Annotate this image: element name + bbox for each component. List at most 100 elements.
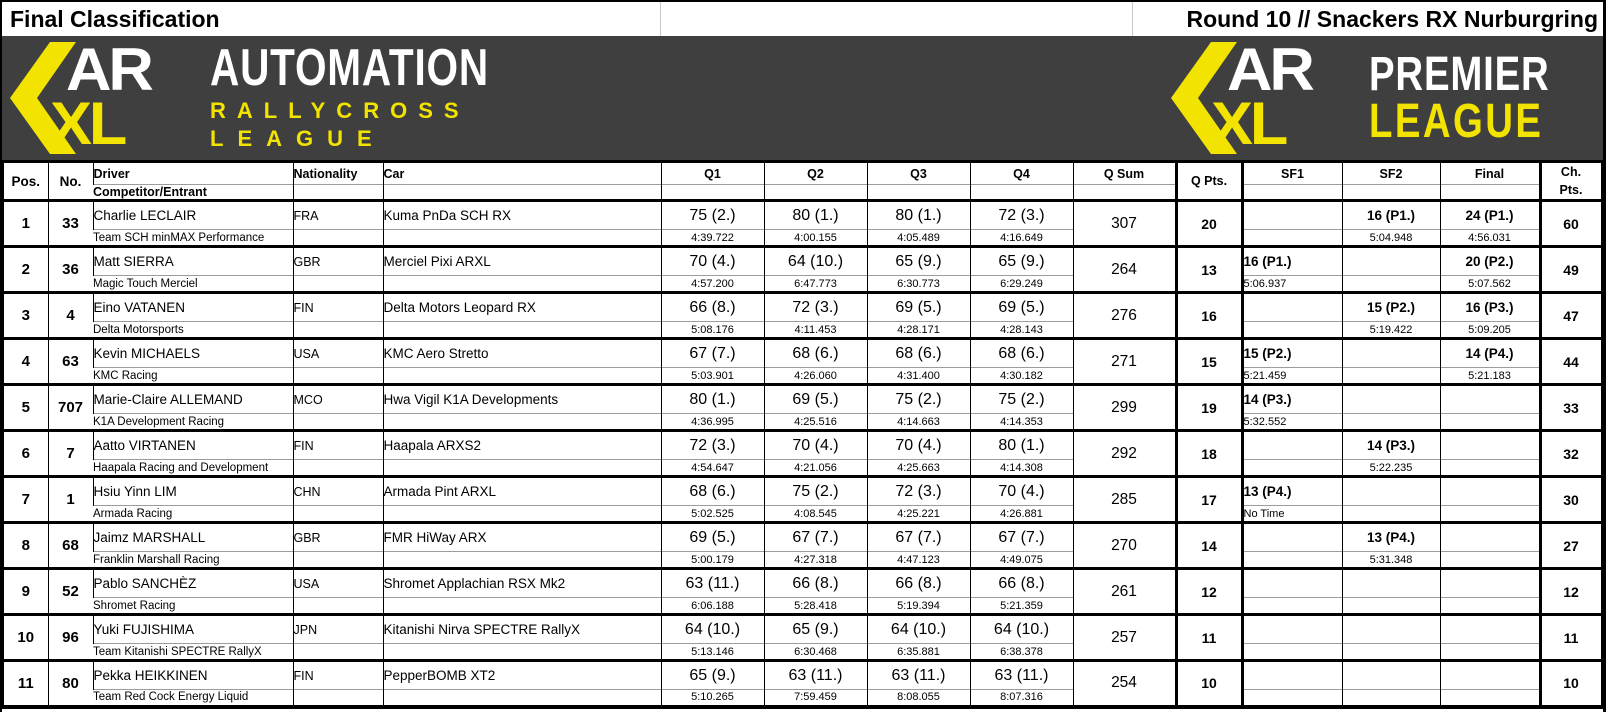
title-cell-divider	[1132, 2, 1133, 36]
q3-score-cell: 80 (1.)	[866, 199, 970, 230]
q3-score-cell: 64 (10.)	[866, 613, 970, 644]
empty-cell	[292, 367, 383, 385]
logo-letters-ar: AR	[66, 36, 154, 103]
q3-score-cell: 72 (3.)	[866, 475, 970, 506]
q4-score-cell: 75 (2.)	[969, 383, 1073, 414]
position-cell: 10	[3, 613, 48, 661]
q3-time-cell: 8:08.055	[866, 689, 970, 707]
wordmark-premier: PREMIER	[1369, 48, 1550, 101]
car-cell: KMC Aero Stretto	[382, 337, 661, 368]
qsum-cell: 270	[1072, 521, 1176, 569]
sf2-score-cell	[1341, 613, 1440, 644]
sf1-score-cell: 14 (P3.)	[1240, 383, 1342, 414]
qpts-cell: 16	[1174, 291, 1242, 339]
entrant-cell: Team Kitanishi SPECTRE RallyX	[93, 643, 293, 661]
sf2-time-cell	[1341, 275, 1440, 293]
col-header-entrant: Competitor/Entrant	[93, 184, 293, 201]
driver-name-cell: Pekka HEIKKINEN	[92, 659, 293, 690]
qsum-cell: 299	[1072, 383, 1176, 431]
championship-points-cell: 49	[1538, 245, 1602, 293]
q1-time-cell: 5:00.179	[660, 551, 764, 569]
position-cell: 7	[3, 475, 48, 523]
q2-score-cell: 70 (4.)	[763, 429, 867, 460]
championship-points-cell: 30	[1538, 475, 1602, 523]
entrant-cell: Haapala Racing and Development	[93, 459, 293, 477]
q1-time-cell: 5:02.525	[660, 505, 764, 523]
championship-points-cell: 10	[1538, 659, 1602, 707]
q1-score-cell: 63 (11.)	[660, 567, 764, 598]
q3-time-cell: 4:14.663	[866, 413, 970, 431]
header-empty-cell	[660, 184, 764, 201]
car-cell: Hwa Vigil K1A Developments	[382, 383, 661, 414]
driver-row: 7 1 Hsiu Yinn LIM CHN Armada Pint ARXL 68 (6.…	[3, 475, 1602, 523]
round-title: Round 10 // Snackers RX Nurburgring	[1186, 5, 1598, 32]
driver-subrow: Team SCH minMAX Performance 4:39.722 4:00.…	[3, 229, 1602, 247]
col-header-qpts: Q Pts.	[1174, 161, 1242, 201]
empty-cell	[292, 229, 383, 247]
qpts-cell: 15	[1174, 337, 1242, 385]
qsum-cell: 307	[1072, 199, 1176, 247]
q2-time-cell: 4:11.453	[763, 321, 867, 339]
car-number-cell: 68	[47, 521, 93, 569]
page-title: Final Classification	[10, 5, 220, 32]
sf1-score-cell	[1240, 613, 1342, 644]
final-time-cell	[1439, 597, 1540, 615]
position-cell: 3	[3, 291, 48, 339]
col-header-chpts-line2: Pts.	[1559, 183, 1583, 197]
q2-time-cell: 4:25.516	[763, 413, 867, 431]
car-number-cell: 33	[47, 199, 93, 247]
arxl-chevron-icon	[10, 42, 76, 154]
qpts-cell: 14	[1174, 521, 1242, 569]
arxl-logo-mark: AR XL	[10, 36, 194, 154]
position-cell: 6	[3, 429, 48, 477]
entrant-cell: Team SCH minMAX Performance	[93, 229, 293, 247]
q3-time-cell: 4:25.221	[866, 505, 970, 523]
empty-cell	[292, 275, 383, 293]
wordmark-rallycross: RALLYCROSS	[210, 97, 470, 123]
driver-subrow: Team Red Cock Energy Liquid 5:10.265 7:59.…	[3, 689, 1602, 707]
car-cell: FMR HiWay ARX	[382, 521, 661, 552]
q3-score-cell: 70 (4.)	[866, 429, 970, 460]
driver-name-cell: Pablo SANCHÈZ	[92, 567, 293, 598]
final-time-cell	[1439, 413, 1540, 431]
header-empty-cell	[969, 184, 1073, 201]
qsum-cell: 276	[1072, 291, 1176, 339]
car-number-cell: 36	[47, 245, 93, 293]
logo-band: AR XL AUTOMATION RALLYCROSS LEAGUE AR XL…	[2, 36, 1603, 160]
qsum-cell: 254	[1072, 659, 1176, 707]
q2-score-cell: 67 (7.)	[763, 521, 867, 552]
driver-name-cell: Hsiu Yinn LIM	[92, 475, 293, 506]
driver-row: 6 7 Aatto VIRTANEN FIN Haapala ARXS2 72 (3.) 7…	[3, 429, 1602, 477]
sf2-time-cell	[1341, 505, 1440, 523]
q4-score-cell: 65 (9.)	[969, 245, 1073, 276]
q4-score-cell: 67 (7.)	[969, 521, 1073, 552]
qsum-cell: 285	[1072, 475, 1176, 523]
nationality-cell: CHN	[292, 475, 383, 506]
q1-time-cell: 4:36.995	[660, 413, 764, 431]
col-header-q1: Q1	[660, 161, 764, 185]
car-number-cell: 4	[47, 291, 93, 339]
driver-name-cell: Matt SIERRA	[92, 245, 293, 276]
position-cell: 2	[3, 245, 48, 293]
q1-time-cell: 5:08.176	[660, 321, 764, 339]
entrant-cell: KMC Racing	[93, 367, 293, 385]
final-score-cell: 24 (P1.)	[1439, 199, 1540, 230]
driver-row: 5 707 Marie-Claire ALLEMAND MCO Hwa Vigil K1…	[3, 383, 1602, 431]
car-number-cell: 7	[47, 429, 93, 477]
q4-time-cell: 4:28.143	[969, 321, 1073, 339]
empty-cell	[382, 367, 661, 385]
car-number-cell: 1	[47, 475, 93, 523]
driver-name-cell: Marie-Claire ALLEMAND	[92, 383, 293, 414]
header-empty-cell	[1240, 184, 1342, 201]
header-empty-cell	[382, 184, 661, 201]
car-number-cell: 80	[47, 659, 93, 707]
driver-row: 1 33 Charlie LECLAIR FRA Kuma PnDa SCH RX 75 …	[3, 199, 1602, 247]
nationality-cell: GBR	[292, 245, 383, 276]
empty-cell	[292, 597, 383, 615]
empty-cell	[382, 229, 661, 247]
q3-time-cell: 4:28.171	[866, 321, 970, 339]
q4-score-cell: 70 (4.)	[969, 475, 1073, 506]
sf2-score-cell: 13 (P4.)	[1341, 521, 1440, 552]
qpts-cell: 18	[1174, 429, 1242, 477]
